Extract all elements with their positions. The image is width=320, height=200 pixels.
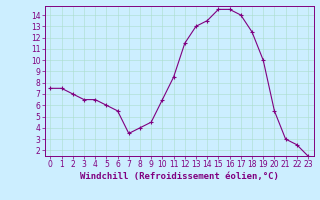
X-axis label: Windchill (Refroidissement éolien,°C): Windchill (Refroidissement éolien,°C) bbox=[80, 172, 279, 181]
